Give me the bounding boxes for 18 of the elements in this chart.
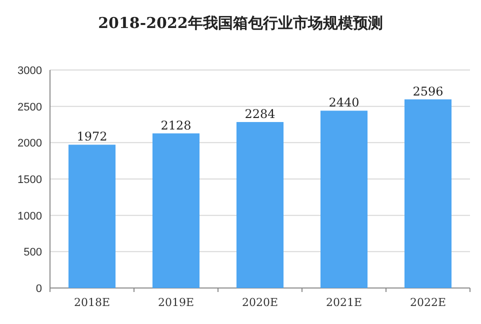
data-label: 1972 xyxy=(76,130,108,144)
ytick: 1000 xyxy=(18,210,42,222)
ytick: 500 xyxy=(24,246,42,259)
xtick: 2018E xyxy=(74,296,110,309)
xtick: 2019E xyxy=(158,296,194,309)
title: 2018-2022年我国箱包行业市场规模预测 xyxy=(98,14,383,32)
ytick: 1500 xyxy=(18,174,42,186)
ytick: 0 xyxy=(36,283,42,295)
ytick: 2500 xyxy=(18,101,42,114)
data-label: 2284 xyxy=(244,107,276,122)
data-label: 2596 xyxy=(412,84,444,98)
ytick: 2000 xyxy=(18,138,42,150)
xtick: 2022E xyxy=(410,296,446,309)
ytick: 3000 xyxy=(18,65,42,77)
data-label: 2440 xyxy=(328,96,360,110)
data-label: 2128 xyxy=(160,118,192,132)
xtick: 2021E xyxy=(326,296,362,309)
xtick: 2020E xyxy=(242,296,278,309)
